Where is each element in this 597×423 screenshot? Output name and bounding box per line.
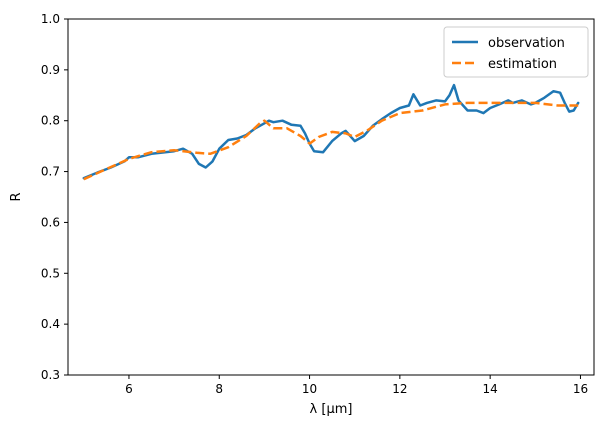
x-tick-label: 8 [215, 382, 223, 396]
y-axis-label: R [9, 192, 24, 201]
x-tick-label: 14 [483, 382, 498, 396]
x-tick-label: 16 [573, 382, 588, 396]
x-tick-label: 12 [392, 382, 407, 396]
y-tick-label: 0.4 [41, 317, 60, 331]
axes-frame [67, 18, 595, 376]
y-tick-label: 0.6 [41, 215, 60, 229]
y-tick-label: 0.7 [41, 165, 60, 179]
x-axis-ticks: 6 8 10 12 14 16 [125, 375, 588, 396]
legend-label-observation: observation [488, 36, 565, 51]
plot-lines [82, 83, 580, 181]
series-line-estimation [83, 101, 579, 181]
y-axis-ticks: 0.3 0.4 0.5 0.6 0.7 0.8 0.9 1.0 [41, 12, 68, 382]
legend-box [443, 26, 589, 78]
y-tick-label: 0.5 [41, 266, 60, 280]
legend: observation estimation [443, 26, 589, 78]
y-tick-label: 1.0 [41, 12, 60, 26]
legend-label-estimation: estimation [488, 57, 557, 72]
x-axis-label: λ [μm] [310, 402, 353, 417]
x-tick-label: 6 [125, 382, 133, 396]
y-tick-label: 0.9 [41, 63, 60, 77]
y-tick-label: 0.8 [41, 114, 60, 128]
y-tick-label: 0.3 [41, 368, 60, 382]
x-tick-label: 10 [302, 382, 317, 396]
